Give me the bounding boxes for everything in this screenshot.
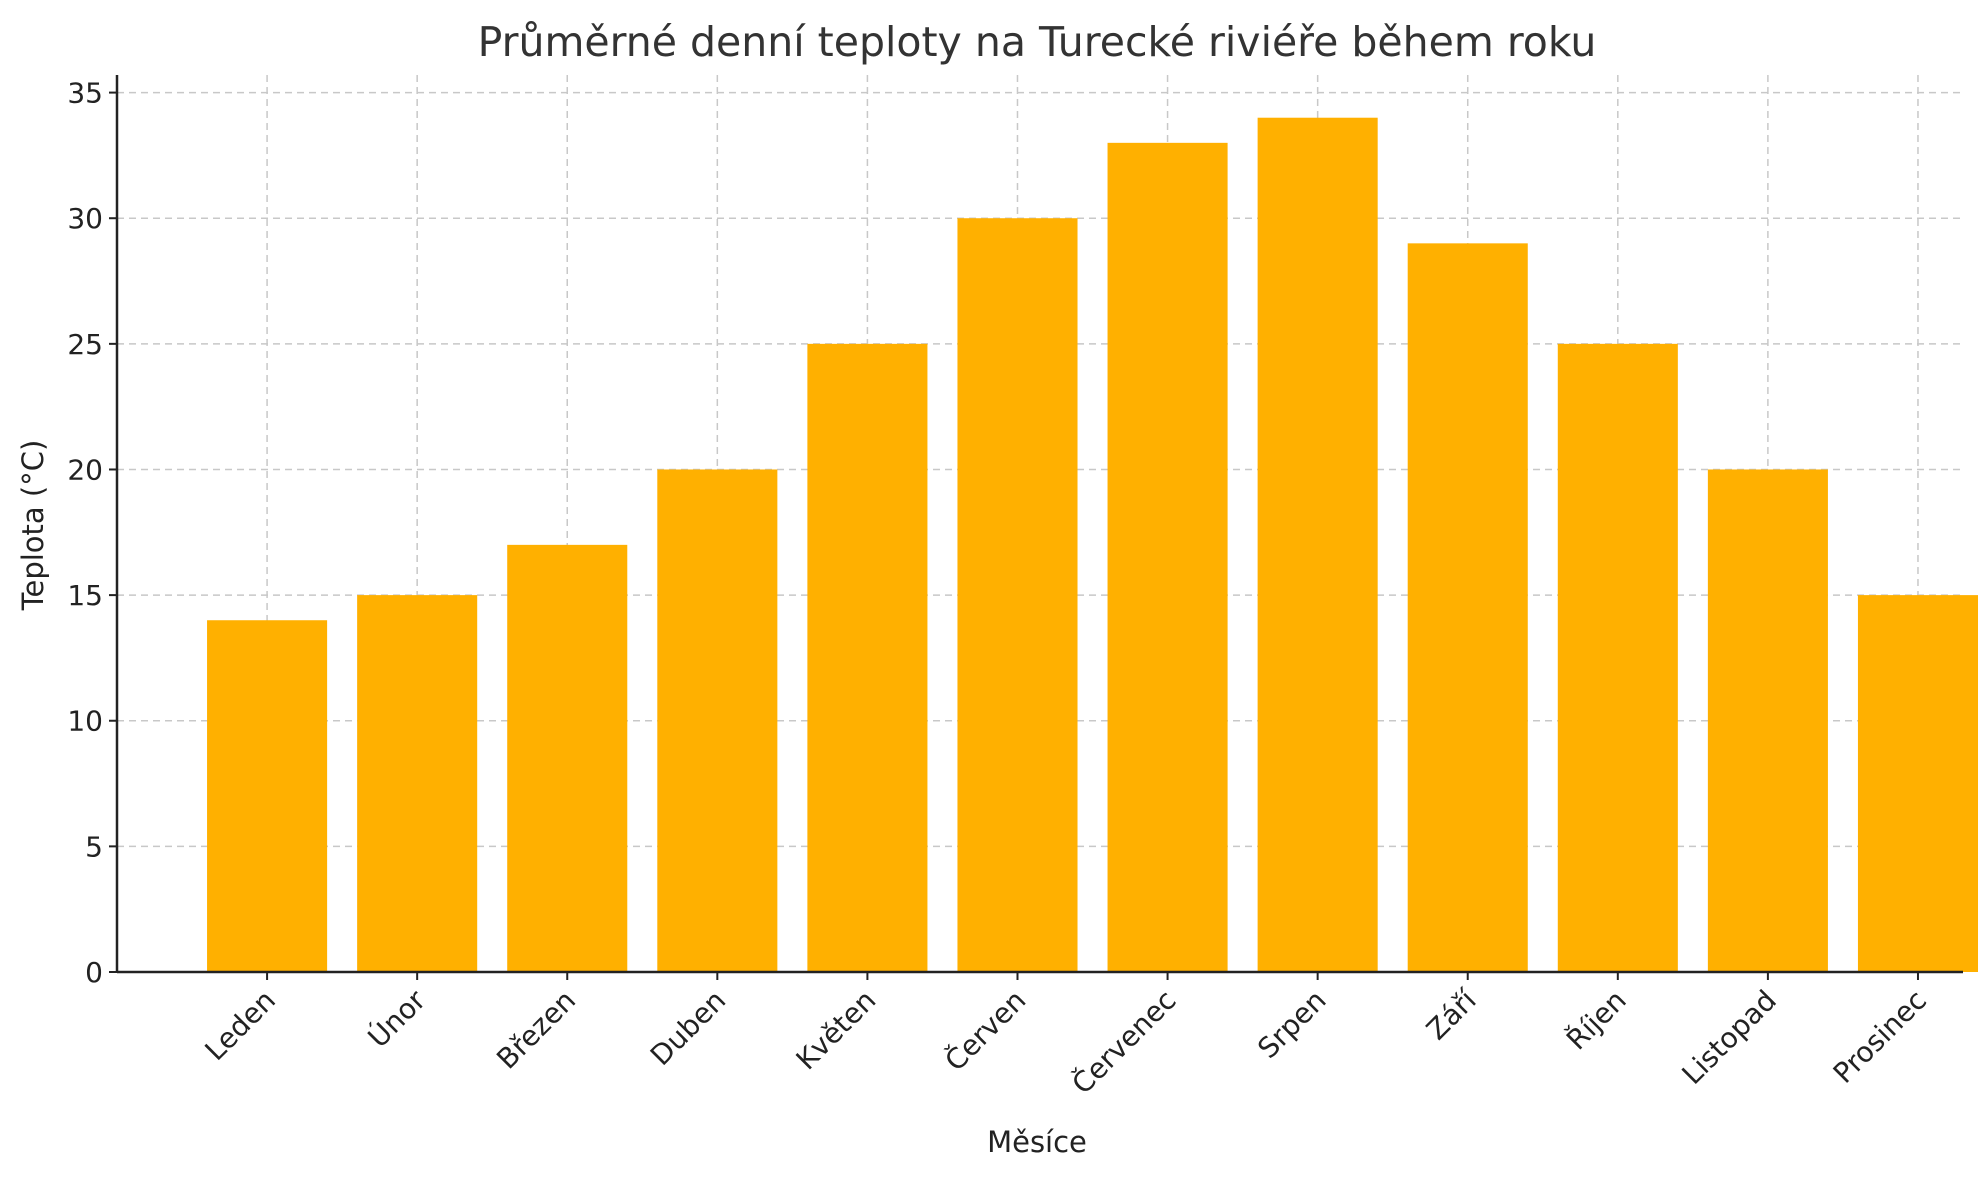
x-tick-label: Srpen [1251, 984, 1332, 1065]
x-tick-label: Únor [361, 983, 433, 1055]
x-tick-label: Říjen [1559, 983, 1633, 1057]
bars [207, 117, 1979, 972]
y-tick-label: 10 [67, 705, 103, 738]
chart-title: Průměrné denní teploty na Turecké riviéř… [478, 18, 1597, 66]
y-tick-label: 5 [85, 830, 103, 863]
y-axis-label: Teplota (°C) [16, 440, 50, 612]
x-tick-label: Červenec [1065, 983, 1183, 1101]
axes [109, 75, 1963, 980]
bar-12 [1857, 595, 1979, 972]
y-tick-label: 35 [67, 77, 103, 110]
bar-6 [957, 218, 1078, 972]
y-tick-label: 20 [67, 453, 103, 486]
bar-5 [807, 343, 928, 972]
x-tick-label: Červen [938, 983, 1033, 1078]
x-tick-label: Březen [490, 984, 582, 1076]
bar-7 [1107, 142, 1228, 972]
bar-10 [1557, 343, 1678, 972]
x-tick-label: Leden [199, 984, 283, 1068]
x-tick-label: Květen [790, 984, 883, 1077]
x-tick-label: Prosinec [1827, 984, 1933, 1090]
bar-11 [1707, 469, 1828, 972]
bar-8 [1257, 117, 1378, 972]
x-tick-label: Září [1420, 983, 1484, 1047]
bar-4 [657, 469, 778, 972]
y-tick-label: 30 [67, 202, 103, 235]
bar-3 [507, 544, 628, 972]
y-tick-label: 0 [85, 956, 103, 989]
x-tick-label: Listopad [1676, 984, 1783, 1091]
bar-2 [357, 595, 478, 972]
bar-1 [207, 620, 328, 972]
x-tick-label: Duben [644, 984, 732, 1072]
y-tick-label: 15 [67, 579, 103, 612]
y-tick-label: 25 [67, 328, 103, 361]
bar-9 [1407, 243, 1528, 972]
x-axis-label: Měsíce [987, 1125, 1087, 1159]
